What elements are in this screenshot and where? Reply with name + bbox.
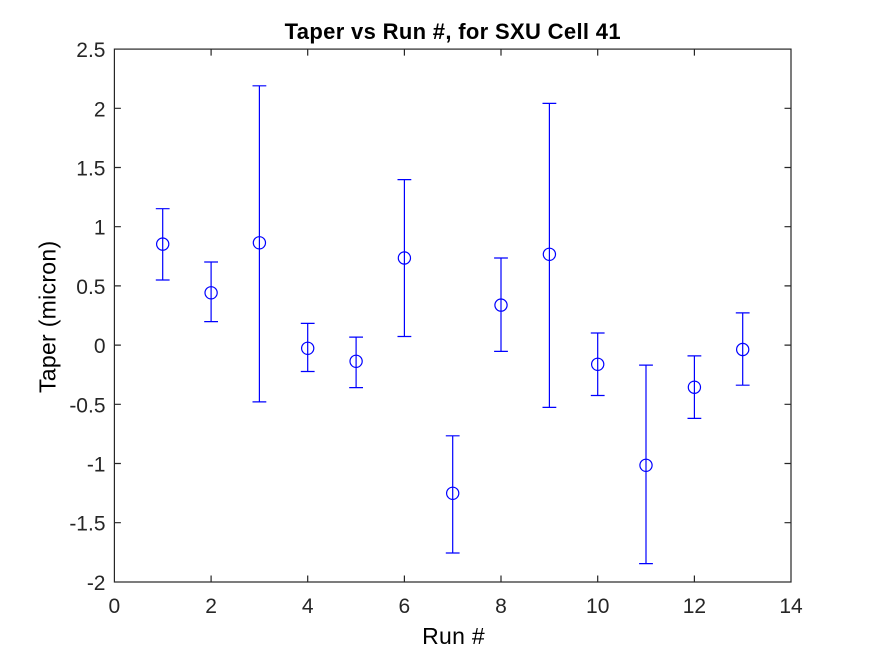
svg-text:14: 14 (779, 595, 803, 618)
svg-text:2.5: 2.5 (76, 39, 105, 62)
svg-text:Taper (micron): Taper (micron) (35, 241, 61, 393)
svg-text:1: 1 (94, 217, 106, 240)
svg-text:Run #: Run # (422, 623, 485, 649)
svg-text:1.5: 1.5 (76, 158, 105, 181)
svg-text:2: 2 (205, 595, 217, 618)
svg-text:4: 4 (302, 595, 314, 618)
svg-text:0: 0 (109, 595, 121, 618)
svg-text:0: 0 (94, 335, 106, 358)
svg-text:6: 6 (399, 595, 411, 618)
svg-text:-1.5: -1.5 (69, 513, 105, 536)
svg-text:0.5: 0.5 (76, 276, 105, 299)
svg-text:-0.5: -0.5 (69, 394, 105, 417)
svg-text:-2: -2 (87, 572, 106, 595)
svg-text:-1: -1 (87, 454, 106, 477)
svg-text:Taper vs Run #, for SXU Cell 4: Taper vs Run #, for SXU Cell 41 (285, 19, 621, 44)
svg-text:8: 8 (495, 595, 507, 618)
svg-text:12: 12 (683, 595, 706, 618)
svg-text:2: 2 (94, 98, 106, 121)
svg-text:10: 10 (586, 595, 609, 618)
